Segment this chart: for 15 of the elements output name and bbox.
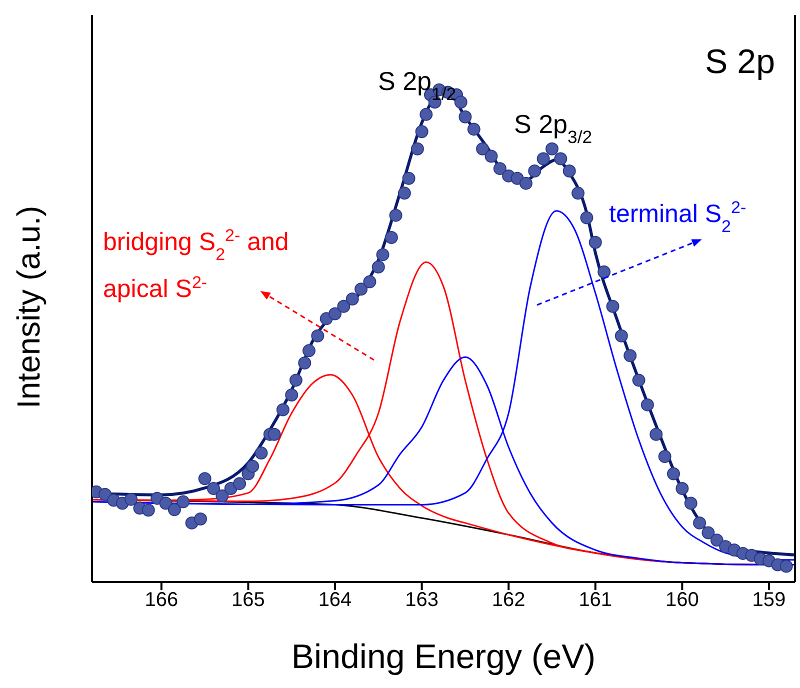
x-tick-label: 159: [752, 589, 786, 612]
x-tick-label: 161: [578, 589, 612, 612]
annotation: bridging S$_{2}$$^{2-}$ and: [103, 226, 289, 264]
annotation: S 2p$_{3/2}$: [514, 109, 592, 147]
x-tick-label: 162: [492, 589, 526, 612]
chart-title: S 2p: [705, 43, 775, 81]
x-tick-label: 163: [405, 589, 438, 612]
y-axis-title: Intensity (a.u.): [10, 206, 46, 408]
x-tick-label: 165: [232, 589, 265, 612]
x-tick-label: 164: [318, 589, 352, 612]
x-tick-label: 166: [144, 589, 178, 612]
annotation: S 2p$_{1/2}$: [378, 66, 456, 104]
x-tick-label: 160: [665, 589, 699, 612]
x-axis-title: Binding Energy (eV): [291, 638, 596, 676]
annotation: apical S$^{2-}$: [103, 272, 208, 303]
